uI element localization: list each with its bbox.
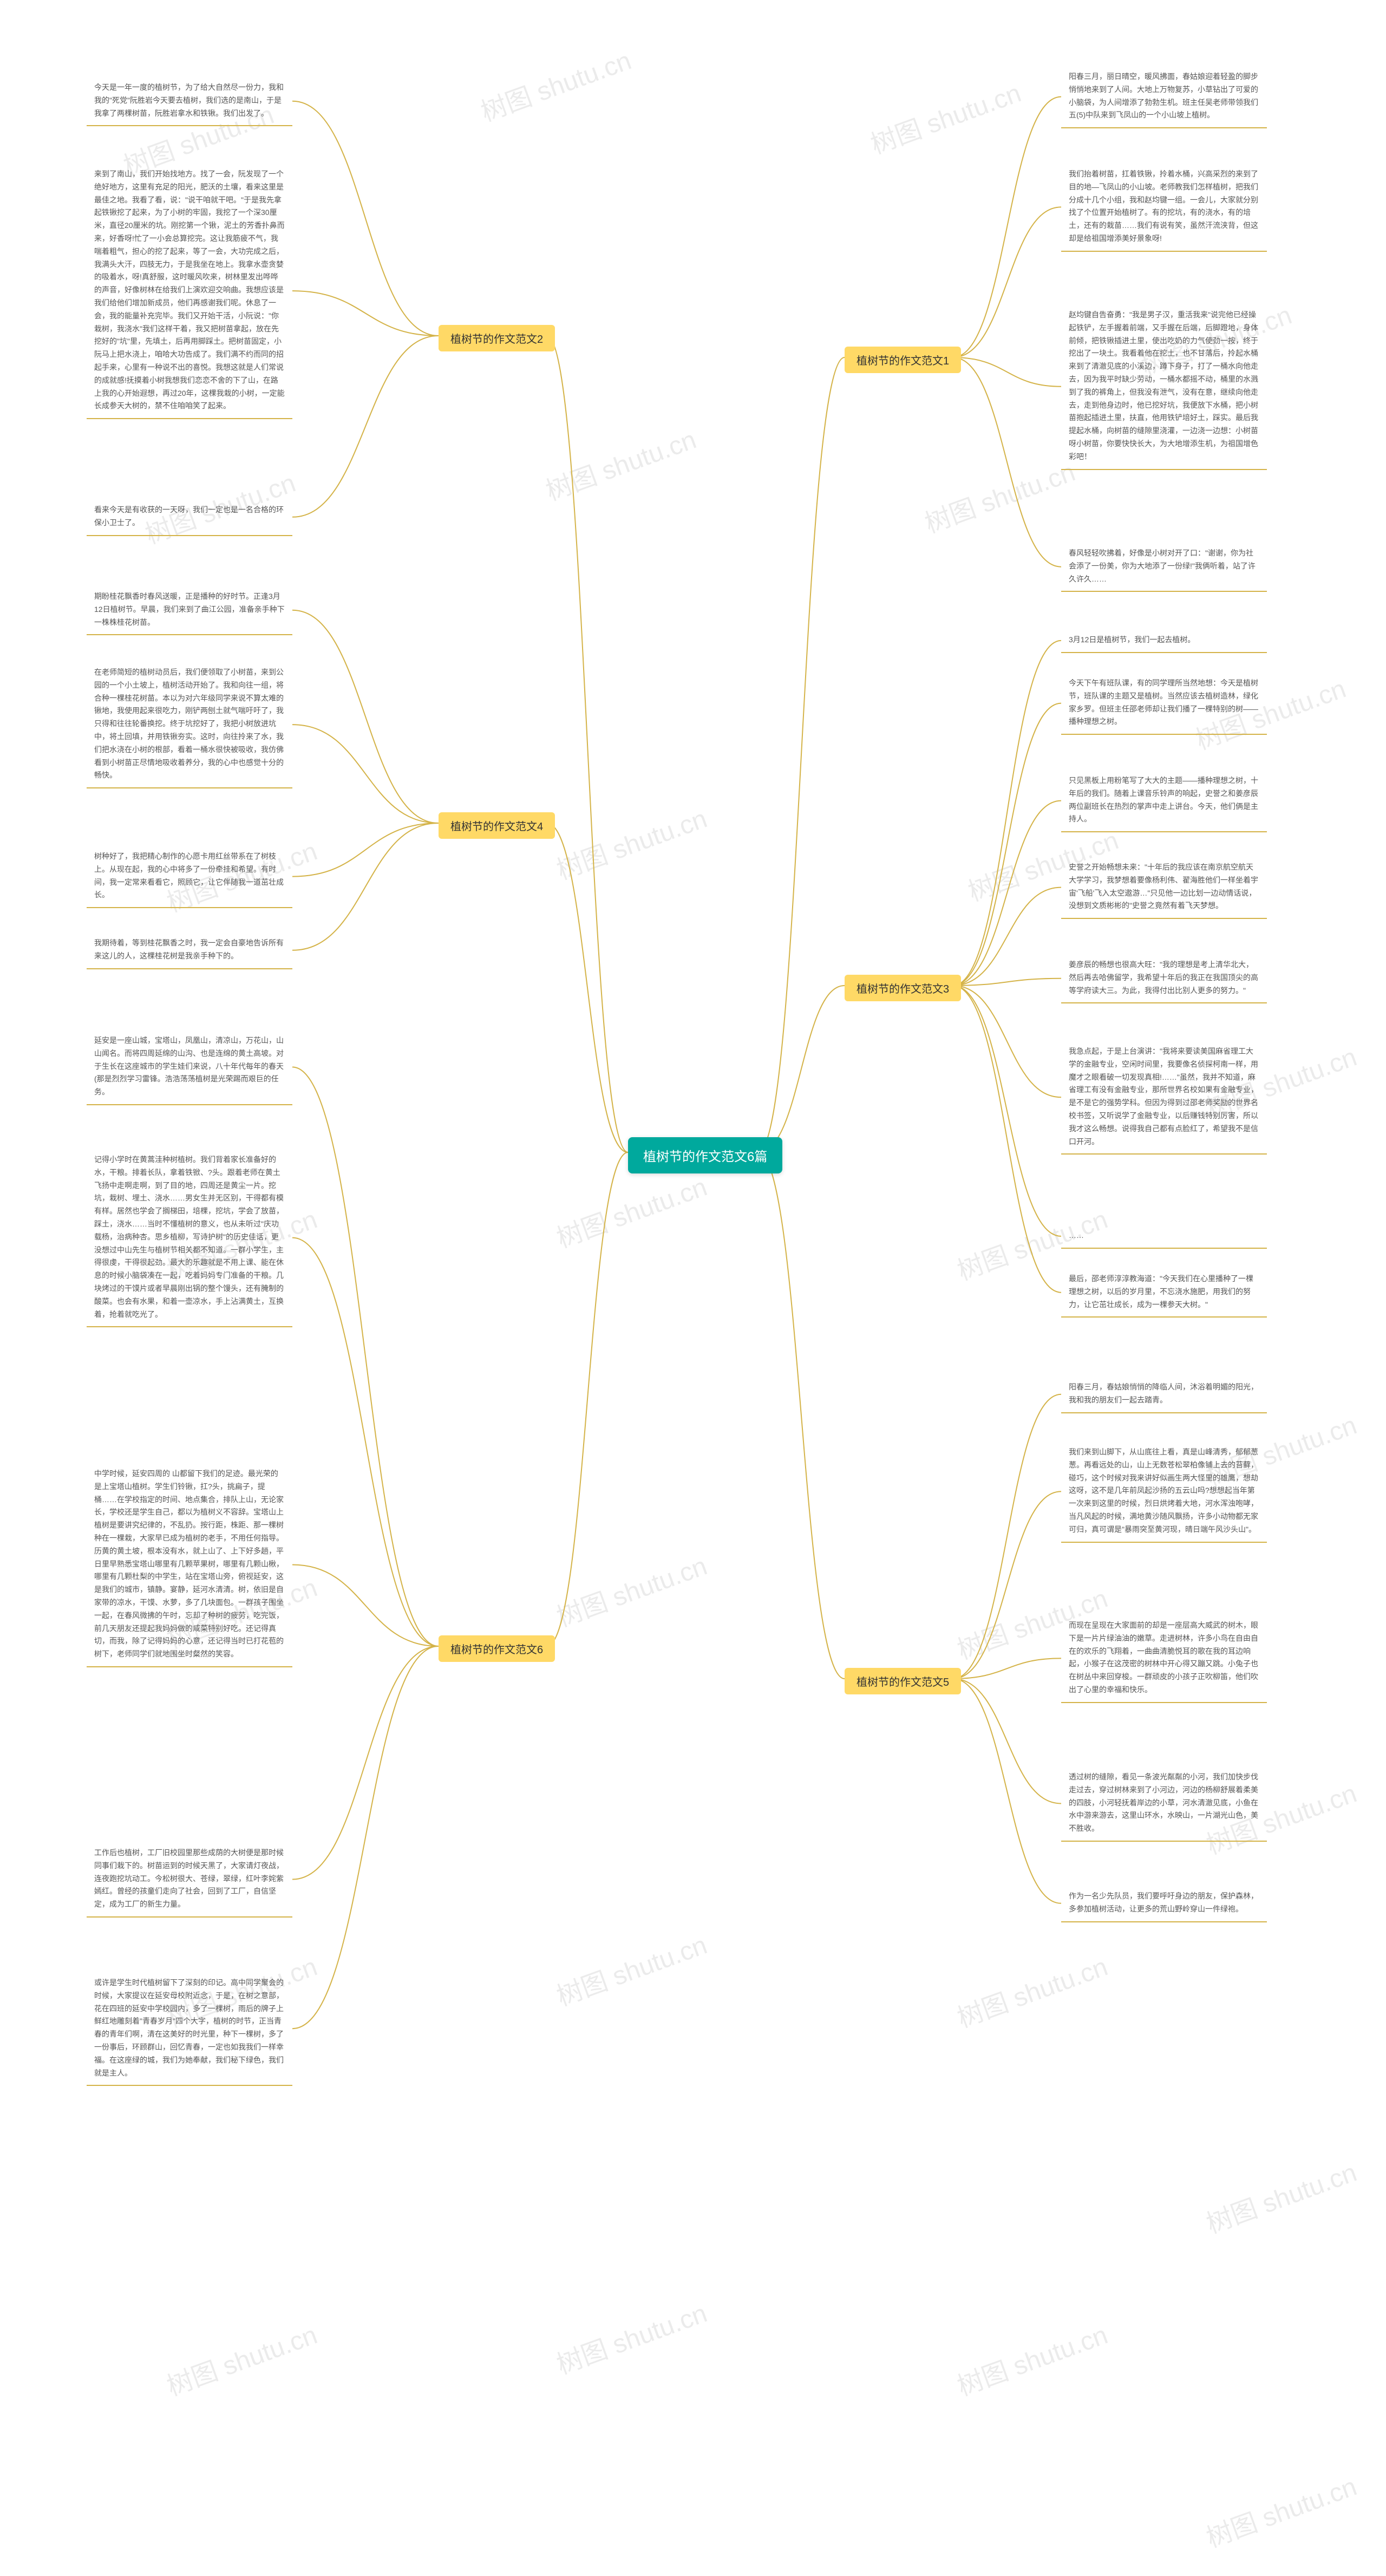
leaf-text: 记得小学时在黄蒿洼种树植树。我们背着家长准备好的水，干粮。排着长队，拿着铁锨、?…	[87, 1148, 292, 1327]
leaf-text: 中学时候，延安四周的 山都留下我们的足迹。最光荣的是上宝塔山植树。学生们铃锹，扛…	[87, 1462, 292, 1667]
watermark: 树图 shutu.cn	[865, 71, 1025, 161]
leaf-text: 只见黑板上用粉笔写了大大的主题——播种理想之树，十年后的我们。随着上课音乐铃声的…	[1061, 769, 1267, 832]
watermark: 树图 shutu.cn	[551, 1165, 711, 1255]
watermark: 树图 shutu.cn	[1200, 2151, 1361, 2240]
leaf-text: 我急点起，于是上台演讲："我将来要读美国麻省理工大学的金融专业，空闲时间里，我要…	[1061, 1040, 1267, 1155]
leaf-text: 姜彦辰的畅想也很高大旺："我的理想是考上清华北大，然后再去哈佛留学，我希望十年后…	[1061, 953, 1267, 1003]
branch-b2: 植树节的作文范文2	[439, 325, 555, 351]
leaf-text: 来到了南山，我们开始找地方。找了一会，阮发现了一个绝好地方，这里有充足的阳光，肥…	[87, 162, 292, 419]
watermark: 树图 shutu.cn	[551, 1923, 711, 2013]
watermark: 树图 shutu.cn	[951, 2313, 1112, 2403]
leaf-text: 今天下午有班队课，有的同学理所当然地想：今天是植树节，班队课的主题又是植树。当然…	[1061, 671, 1267, 735]
leaf-text: 我期待着，等到桂花飘香之时，我一定会自豪地告诉所有来这儿的人，这棵桂花树是我亲手…	[87, 931, 292, 969]
leaf-text: 阳春三月，丽日晴空，暖风拂面，春姑娘迎着轻盈的脚步悄悄地来到了人间。大地上万物复…	[1061, 65, 1267, 128]
watermark: 树图 shutu.cn	[551, 2292, 711, 2381]
leaf-text: ……	[1061, 1224, 1267, 1249]
leaf-text: 3月12日是植树节，我们一起去植树。	[1061, 628, 1267, 653]
watermark: 树图 shutu.cn	[951, 1945, 1112, 2034]
leaf-text: 期盼桂花飘香时春风送暖，正是播种的好时节。正逢3月12日植树节。早晨，我们来到了…	[87, 585, 292, 635]
watermark: 树图 shutu.cn	[919, 451, 1080, 540]
watermark: 树图 shutu.cn	[161, 2313, 322, 2403]
leaf-text: 在老师简短的植树动员后，我们便领取了小树苗，来到公园的一个小土坡上，植树活动开始…	[87, 661, 292, 788]
branch-b6: 植树节的作文范文6	[439, 1635, 555, 1662]
leaf-text: 作为一名少先队员，我们要呼吁身边的朋友，保护森林，多参加植树活动，让更多的荒山野…	[1061, 1884, 1267, 1922]
leaf-text: 史誉之开始畅想未来："十年后的我应该在南京航空航天大学学习，我梦想着要像杨利伟、…	[1061, 856, 1267, 919]
leaf-text: 延安是一座山城，宝塔山，凤凰山，清凉山，万花山，山山闻名。而将四周延绵的山沟、也…	[87, 1029, 292, 1105]
leaf-text: 今天是一年一度的植树节，为了给大自然尽一份力，我和我的"死党"阮胜岩今天要去植树…	[87, 76, 292, 126]
watermark: 树图 shutu.cn	[540, 418, 701, 507]
leaf-text: 春风轻轻吹拂着，好像是小树对开了口："谢谢，你为社会添了一份美，你为大地添了一份…	[1061, 542, 1267, 592]
watermark: 树图 shutu.cn	[551, 797, 711, 886]
leaf-text: 赵均键自告奋勇："我是男子汉，重活我来"说完他已经操起铁铲，左手握着前端，又手握…	[1061, 303, 1267, 470]
leaf-text: 透过树的缝隙，看见一条波光粼粼的小河，我们加快步伐走过去，穿过树林来到了小河边，…	[1061, 1765, 1267, 1842]
watermark: 树图 shutu.cn	[475, 39, 636, 128]
leaf-text: 工作后也植树，工厂旧校园里那些成荫的大树便是那时候同事们栽下的。树苗运到的时候天…	[87, 1841, 292, 1918]
mindmap-root: 植树节的作文范文6篇	[628, 1137, 782, 1173]
watermark: 树图 shutu.cn	[551, 1544, 711, 1634]
watermark: 树图 shutu.cn	[1200, 2465, 1361, 2554]
leaf-text: 而现在呈现在大家面前的却是一座层高大威武的树木，眼下是一片片绿油油的嫩草。走进树…	[1061, 1614, 1267, 1703]
leaf-text: 我们抬着树苗，扛着铁锹，拎着水桶，兴高采烈的来到了目的地―飞凤山的小山坡。老师教…	[1061, 162, 1267, 252]
branch-b5: 植树节的作文范文5	[845, 1668, 961, 1694]
leaf-text: 我们来到山脚下，从山底往上看，真是山峰清秀，郁郁葱葱。再看远处的山，山上无数苍松…	[1061, 1440, 1267, 1543]
leaf-text: 或许是学生时代植树留下了深刻的印记。高中同学聚会的时候，大家提议在延安母校附近念…	[87, 1971, 292, 2086]
branch-b3: 植树节的作文范文3	[845, 975, 961, 1001]
branch-b4: 植树节的作文范文4	[439, 812, 555, 839]
branch-b1: 植树节的作文范文1	[845, 347, 961, 373]
leaf-text: 最后，邵老师淳淳教海道："今天我们在心里播种了一棵理想之树，以后的岁月里，不忘浇…	[1061, 1267, 1267, 1318]
leaf-text: 阳春三月，春姑娘悄悄的降临人间，沐浴着明媚的阳光，我和我的朋友们一起去踏青。	[1061, 1375, 1267, 1413]
leaf-text: 看来今天是有收获的一天呀，我们一定也是一名合格的环保小卫士了。	[87, 498, 292, 536]
leaf-text: 树种好了，我把精心制作的心愿卡用红丝带系在了树枝上。从现在起，我的心中将多了一份…	[87, 845, 292, 908]
